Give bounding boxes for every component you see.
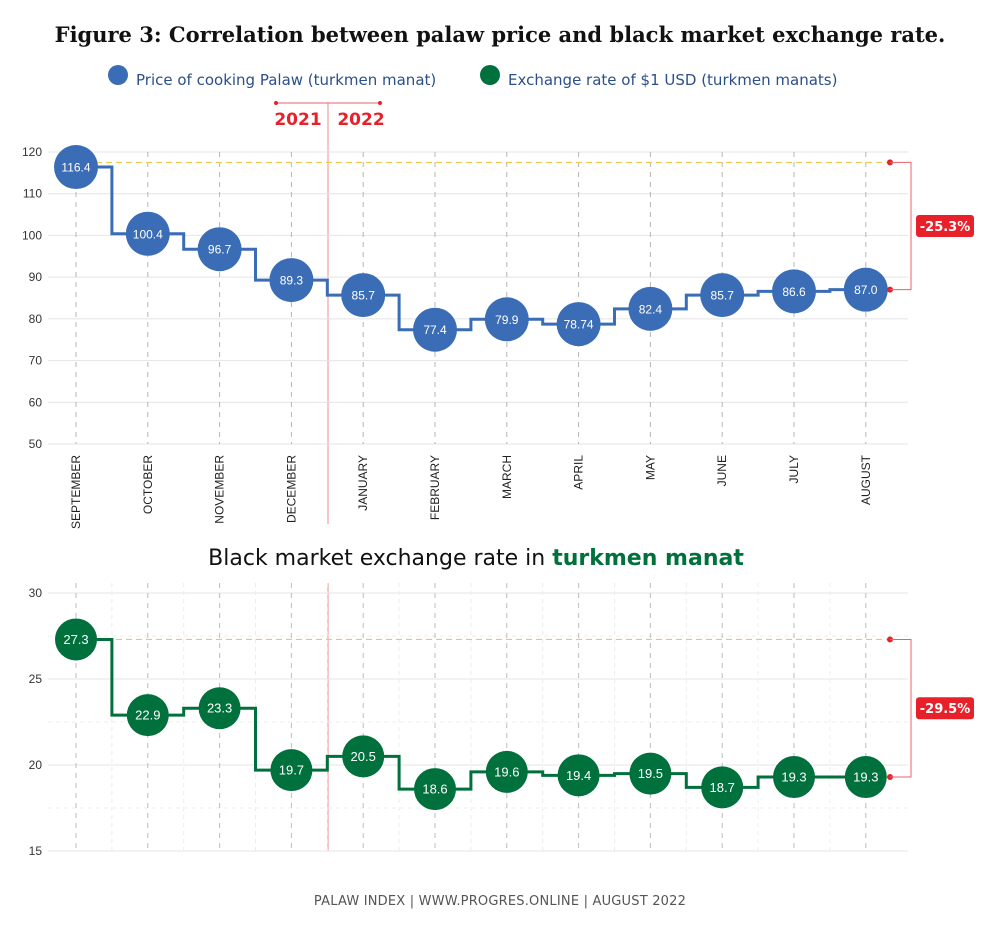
legend-dot-blue-icon — [108, 65, 128, 85]
data-label-november: 96.7 — [208, 243, 232, 257]
change-bracket — [890, 638, 912, 778]
y-tick-label: 20 — [29, 758, 43, 772]
chart-title-highlight: turkmen manat — [552, 546, 744, 571]
y-tick-label: 30 — [29, 586, 43, 600]
x-tick-label-august: AUGUST — [859, 454, 873, 505]
year-label-2021: 2021 — [274, 110, 321, 130]
change-badge — [916, 697, 974, 720]
data-point-may — [628, 286, 673, 331]
y-tick-label: 70 — [29, 354, 43, 368]
x-tick-label-december: DECEMBER — [284, 455, 298, 523]
x-tick-label-march: MARCH — [500, 455, 514, 499]
data-label-december: 19.7 — [279, 763, 304, 778]
data-point-october — [125, 211, 170, 256]
data-point-july — [773, 756, 815, 799]
data-label-october: 100.4 — [133, 227, 163, 241]
chart-title: Black market exchange rate in turkmen ma… — [208, 546, 744, 571]
y-tick-label: 120 — [22, 145, 42, 159]
data-label-september: 27.3 — [63, 632, 88, 647]
x-tick-label-february: FEBRUARY — [428, 455, 442, 520]
data-point-november — [198, 687, 241, 730]
x-tick-label-october: OCTOBER — [141, 455, 155, 514]
x-tick-label-april: APRIL — [572, 455, 586, 490]
data-point-june — [701, 766, 744, 809]
data-label-january: 85.7 — [352, 289, 376, 303]
x-tick-label-may: MAY — [643, 455, 657, 480]
legend-item-palaw-price: Price of cooking Palaw (turkmen manat) — [108, 62, 437, 89]
y-tick-label: 110 — [23, 187, 42, 201]
x-tick-label-june: JUNE — [715, 455, 729, 486]
data-label-january: 20.5 — [351, 749, 376, 764]
data-label-may: 82.4 — [639, 302, 663, 316]
data-point-december — [270, 749, 313, 792]
legend-label-palaw-price: Price of cooking Palaw (turkmen manat) — [136, 71, 437, 89]
data-label-may: 19.5 — [638, 766, 663, 781]
data-label-february: 18.6 — [422, 782, 447, 797]
data-point-august — [843, 267, 888, 312]
data-point-february — [414, 768, 456, 811]
change-badge-label: -25.3% — [920, 220, 971, 235]
footer-credit: PALAW INDEX | WWW.PROGRES.ONLINE | AUGUS… — [313, 894, 687, 909]
data-point-march — [484, 297, 529, 342]
data-label-february: 77.4 — [423, 323, 447, 337]
x-tick-label-september: SEPTEMBER — [69, 455, 83, 529]
change-badge — [916, 215, 974, 238]
change-badge-label: -29.5% — [920, 702, 971, 717]
data-point-february — [413, 307, 457, 352]
data-point-october — [126, 694, 169, 737]
data-point-september — [55, 618, 97, 661]
data-point-january — [341, 273, 386, 318]
data-label-june: 85.7 — [711, 289, 735, 303]
data-label-december: 89.3 — [280, 274, 304, 288]
data-point-september — [54, 145, 98, 190]
year-bracket-right-dot — [378, 101, 382, 105]
data-label-july: 86.6 — [782, 285, 806, 299]
data-label-march: 79.9 — [495, 313, 519, 327]
data-label-october: 22.9 — [135, 708, 160, 723]
legend-dot-green-icon — [480, 65, 500, 85]
chart-2: 15 20 25 30 27.3 22.9 23.3 19.7 20.5 18.6 19.6 19.4… — [29, 546, 974, 858]
data-label-november: 23.3 — [207, 701, 232, 716]
data-point-december — [269, 258, 314, 303]
data-label-june: 18.7 — [710, 780, 735, 795]
x-tick-label-january: JANUARY — [356, 455, 370, 511]
data-point-july — [772, 269, 816, 314]
chart-title-text: Black market exchange rate in — [208, 546, 552, 571]
y-tick-label: 60 — [29, 395, 43, 409]
year-label-2022: 2022 — [337, 110, 384, 130]
y-tick-label: 80 — [29, 312, 43, 326]
data-label-august: 19.3 — [853, 770, 878, 785]
data-point-april — [557, 754, 600, 797]
chart-1: 50 60 70 80 90 100 110 120 116.4 100.4 96.7 89.3 85.… — [22, 145, 974, 529]
y-tick-label: 25 — [29, 672, 43, 686]
x-tick-label-november: NOVEMBER — [213, 455, 227, 524]
data-point-august — [844, 756, 887, 799]
data-label-march: 19.6 — [494, 764, 519, 779]
x-tick-label-july: JULY — [787, 455, 801, 483]
data-point-january — [342, 735, 385, 778]
data-label-july: 19.3 — [781, 770, 806, 785]
data-label-april: 19.4 — [566, 768, 591, 783]
legend-label-exchange-rate: Exchange rate of $1 USD (turkmen manats) — [508, 71, 838, 89]
legend-item-exchange-rate: Exchange rate of $1 USD (turkmen manats) — [480, 62, 838, 89]
y-tick-label: 90 — [29, 270, 43, 284]
change-bracket — [890, 161, 912, 291]
data-label-august: 87.0 — [854, 283, 878, 297]
y-tick-label: 15 — [29, 844, 43, 858]
data-label-april: 78.74 — [564, 318, 594, 332]
y-tick-label: 50 — [29, 437, 43, 451]
data-point-april — [556, 302, 601, 347]
data-point-may — [629, 752, 672, 795]
figure-title: Figure 3: Correlation between palaw pric… — [54, 22, 946, 47]
data-point-march — [485, 750, 528, 793]
series-step-line — [76, 165, 866, 332]
data-label-september: 116.4 — [61, 161, 90, 175]
y-tick-label: 100 — [22, 228, 42, 242]
year-bracket-left-dot — [274, 101, 278, 105]
data-point-june — [700, 273, 745, 318]
data-point-november — [197, 227, 242, 272]
